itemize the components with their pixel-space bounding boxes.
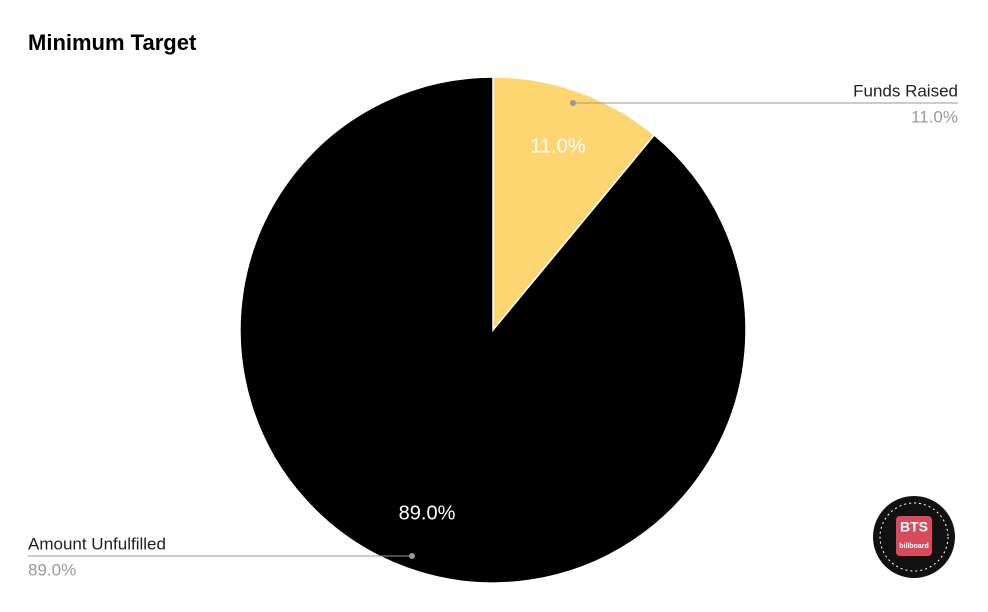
logo-subtext: billboard bbox=[899, 543, 929, 550]
legend-value: 89.0% bbox=[28, 560, 76, 579]
legend-label: Amount Unfulfilled bbox=[28, 534, 166, 553]
logo-panel bbox=[896, 516, 932, 556]
logo-text: BTS bbox=[900, 519, 928, 535]
pie-slice bbox=[492, 76, 656, 333]
leader-dot bbox=[570, 100, 576, 106]
logo-ring bbox=[879, 502, 949, 572]
leader-dot bbox=[409, 553, 415, 559]
legend-label: Funds Raised bbox=[853, 81, 958, 100]
pie-slice bbox=[239, 76, 747, 584]
legend-value: 11.0% bbox=[911, 107, 958, 126]
slice-label: 89.0% bbox=[399, 502, 456, 524]
chart-title: Minimum Target bbox=[28, 30, 197, 55]
logo: BTS billboard bbox=[873, 496, 955, 578]
slice-label: 11.0% bbox=[530, 135, 585, 157]
